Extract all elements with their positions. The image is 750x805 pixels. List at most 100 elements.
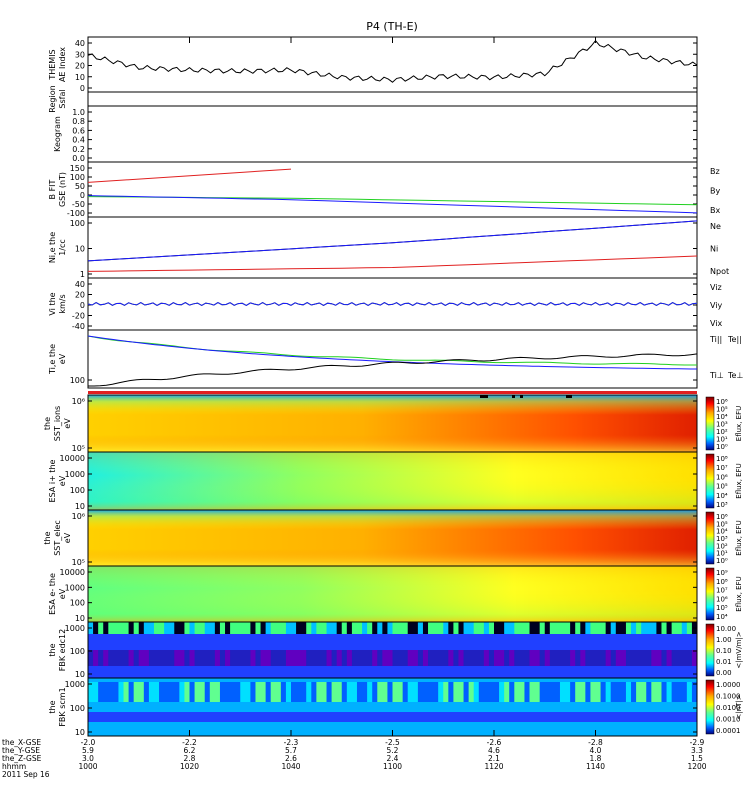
heatmap-cell [656, 650, 662, 666]
axis-label: 1/cc [58, 239, 67, 256]
heatmap-cell [179, 712, 185, 722]
heatmap-cell [671, 682, 678, 702]
heatmap-cell [651, 712, 657, 722]
colorbar-tick: 0.01 [716, 658, 732, 666]
heatmap-cell [529, 682, 536, 702]
tick-label: 20 [75, 291, 85, 300]
heatmap-cell [240, 712, 246, 722]
heatmap-cell [209, 682, 216, 702]
heatmap-cell [336, 622, 343, 634]
footer-value: 1.5 [691, 754, 703, 763]
colorbar [705, 679, 715, 735]
region-mark [520, 395, 523, 398]
panel-frame [87, 161, 698, 218]
footer-row-label: 2011 Sep 16 [2, 770, 50, 779]
heatmap-cell [194, 650, 201, 666]
heatmap-cell [321, 682, 328, 702]
heatmap-cell [529, 712, 536, 722]
tick-label: 10 [75, 670, 85, 679]
tick-label: 100 [70, 647, 85, 656]
heatmap-cell [412, 682, 419, 702]
panel-esa_ions: ESA i+ the eV1000010001001010⁸10⁷10⁶10⁵10… [48, 451, 743, 511]
heatmap-cell [123, 622, 130, 634]
heatmap-cell [549, 622, 556, 634]
heatmap-cell [382, 622, 388, 634]
heatmap-cell [245, 712, 251, 722]
heatmap-cell [321, 650, 328, 666]
heatmap-cell [585, 622, 591, 634]
footer-value: 5.2 [387, 746, 399, 755]
axis-label: ESA i+ the [48, 459, 57, 502]
heatmap-cell [164, 712, 170, 722]
heatmap-cell [291, 622, 297, 634]
heatmap-cell [631, 650, 637, 666]
tick-label: -100 [67, 209, 85, 218]
heatmap-cell [311, 650, 317, 666]
heatmap-cell [296, 682, 302, 702]
heatmap-cell [620, 650, 627, 666]
heatmap-cell [519, 650, 525, 666]
heatmap-cell [402, 682, 409, 702]
heatmap-cell [250, 712, 256, 722]
heatmap-cell [428, 712, 434, 722]
heatmap-cell [351, 622, 358, 634]
heatmap-cell [209, 622, 216, 634]
heatmap-cell [641, 622, 647, 634]
colorbar-tick: 10⁷ [716, 464, 728, 472]
heatmap-cell [250, 682, 256, 702]
heatmap-cell [291, 682, 297, 702]
colorbar-label: <|mV/m|> [735, 631, 743, 668]
colorbar-tick: 0.0010 [716, 716, 741, 724]
tick-label: 10⁶ [72, 397, 85, 406]
heatmap-cell [341, 650, 348, 666]
heatmap-cell [575, 682, 581, 702]
heatmap-cell [341, 682, 348, 702]
heatmap-cell [453, 650, 459, 666]
heatmap-cell [458, 682, 465, 702]
heatmap-cell [225, 650, 231, 666]
tick-label: -40 [72, 322, 85, 331]
heatmap-cell [235, 650, 241, 666]
heatmap-cell [209, 650, 216, 666]
heatmap-cell [549, 650, 556, 666]
heatmap-cell [524, 712, 531, 722]
heatmap-cell [438, 650, 444, 666]
heatmap-cell [372, 682, 378, 702]
heatmap-cell [225, 622, 231, 634]
heatmap-cell [387, 622, 393, 634]
tick-label: 40 [75, 39, 85, 48]
colorbar-tick: 10⁴ [716, 492, 728, 500]
heatmap-cell [148, 650, 155, 666]
heatmap-cell [615, 712, 622, 722]
heatmap-cell [478, 682, 485, 702]
heatmap-cell [539, 682, 546, 702]
heatmap-cell [407, 682, 414, 702]
heatmap-cell [519, 712, 525, 722]
heatmap-cell [194, 712, 201, 722]
footer-value: 1200 [687, 762, 706, 771]
heatmap-cell [138, 712, 145, 722]
heatmap-cell [189, 650, 196, 666]
heatmap-cell [610, 712, 617, 722]
heatmap-cell [473, 712, 480, 722]
heatmap-cell [407, 622, 414, 634]
heatmap-cell [656, 712, 662, 722]
colorbar-tick: 10⁹ [716, 569, 728, 577]
colorbar-tick: 10⁷ [716, 587, 728, 595]
heatmap-cell [382, 712, 388, 722]
heatmap-cell [661, 712, 668, 722]
heatmap-cell [336, 682, 343, 702]
colorbar-tick: 10⁵ [716, 604, 728, 612]
heatmap-cell [280, 622, 287, 634]
heatmap-cell [651, 622, 657, 634]
heatmap-cell [392, 650, 399, 666]
heatmap-cell [438, 682, 444, 702]
heatmap-cell [625, 682, 632, 702]
heatmap-cell [280, 650, 287, 666]
footer-value: 3.0 [82, 754, 94, 763]
heatmap-cell [255, 650, 262, 666]
tick-label: 0 [80, 191, 85, 200]
heatmap-cell [605, 622, 612, 634]
axis-label: Vi the [48, 292, 57, 315]
heatmap-cell [666, 712, 673, 722]
